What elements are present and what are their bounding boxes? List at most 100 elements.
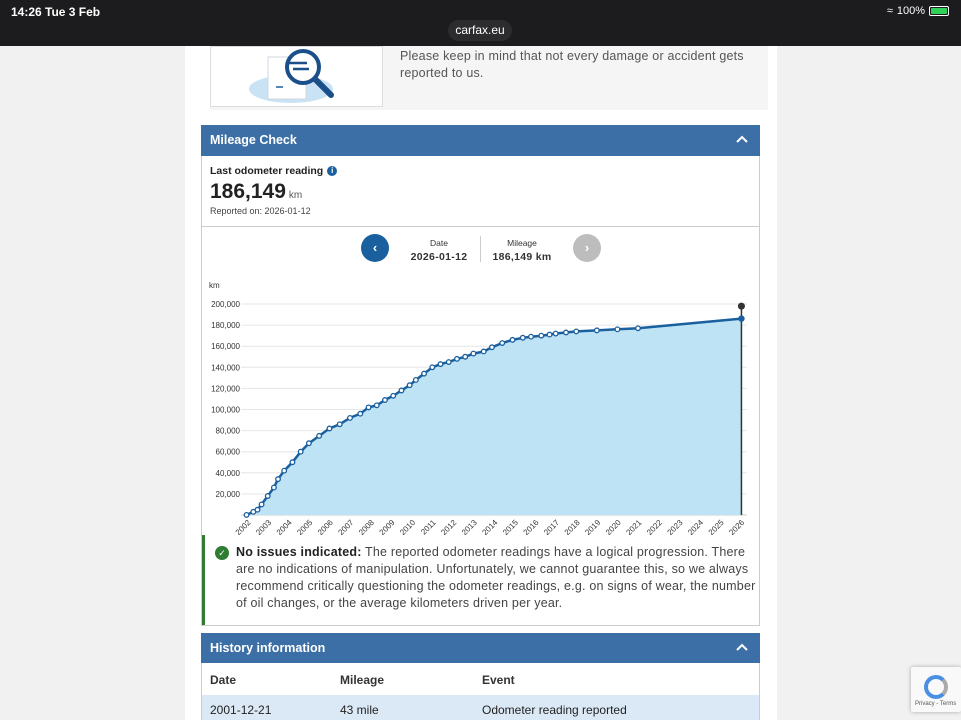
data-point bbox=[357, 410, 364, 417]
data-point bbox=[281, 467, 288, 474]
recaptcha-badge[interactable]: Privacy - Terms bbox=[911, 667, 961, 712]
data-point bbox=[445, 359, 452, 365]
y-tick-label: 160,000 bbox=[211, 342, 240, 351]
row-mileage: 43 mile bbox=[340, 703, 379, 717]
data-point bbox=[382, 397, 388, 403]
mileage-check-panel: Last odometer reading i 186,149 km Reporte… bbox=[201, 156, 760, 626]
column-header-mileage[interactable]: Mileage bbox=[340, 673, 385, 687]
odometer-number: 186,149 bbox=[210, 180, 286, 203]
data-point bbox=[390, 392, 397, 399]
next-reading-button[interactable]: › bbox=[573, 234, 601, 262]
y-tick-label: 120,000 bbox=[211, 384, 240, 393]
data-point bbox=[546, 331, 553, 338]
y-tick-label: 180,000 bbox=[211, 321, 240, 330]
status-time: 14:26 bbox=[11, 5, 42, 19]
row-date: 2001-12-21 bbox=[210, 703, 272, 717]
data-point bbox=[509, 336, 516, 343]
mileage-area bbox=[246, 318, 742, 515]
data-point bbox=[573, 328, 580, 335]
selected-date-label: Date bbox=[430, 238, 448, 248]
y-tick-label: 60,000 bbox=[216, 448, 241, 457]
selected-mileage-value: 186,149 km bbox=[492, 251, 552, 263]
data-point bbox=[593, 327, 600, 334]
reported-on: Reported on: 2026-01-12 bbox=[210, 206, 311, 216]
table-row bbox=[202, 695, 759, 720]
notice-title: No issues indicated: bbox=[236, 545, 362, 559]
chevron-up-icon[interactable] bbox=[736, 642, 748, 654]
recaptcha-logo-icon bbox=[924, 675, 948, 699]
data-point bbox=[264, 493, 271, 499]
y-tick-label: 100,000 bbox=[211, 406, 240, 415]
data-point bbox=[538, 332, 545, 339]
data-point bbox=[528, 333, 534, 340]
data-point bbox=[254, 506, 261, 513]
data-point bbox=[373, 402, 380, 409]
chevron-left-icon: ‹ bbox=[372, 240, 378, 255]
magnifier-illustration-icon bbox=[210, 46, 383, 107]
data-point bbox=[412, 377, 419, 383]
check-circle-icon: ✓ bbox=[215, 546, 229, 560]
selected-mileage-label: Mileage bbox=[507, 238, 537, 248]
y-axis-unit: km bbox=[209, 281, 220, 290]
data-point bbox=[243, 511, 250, 518]
data-point bbox=[326, 425, 333, 432]
data-point bbox=[421, 370, 428, 377]
chevron-up-icon[interactable] bbox=[736, 134, 748, 146]
data-point bbox=[488, 344, 495, 351]
x-tick-label: 2011 bbox=[419, 518, 438, 537]
data-point bbox=[289, 459, 296, 466]
data-point bbox=[316, 432, 323, 439]
last-odometer-value: 186,149 km bbox=[210, 180, 302, 204]
data-point bbox=[480, 348, 487, 355]
selector-separator bbox=[480, 236, 481, 262]
column-header-event[interactable]: Event bbox=[482, 673, 515, 687]
damage-intro: Please keep in mind that not every damag… bbox=[210, 46, 768, 110]
mileage-check-header[interactable]: Mileage Check bbox=[201, 125, 760, 156]
data-point bbox=[437, 361, 444, 368]
data-point bbox=[614, 326, 621, 333]
data-point bbox=[305, 440, 312, 447]
row-event: Odometer reading reported bbox=[482, 703, 627, 717]
data-point bbox=[563, 329, 569, 336]
wifi-icon: ≈ bbox=[886, 5, 893, 17]
browser-top-bar: 14:26 Tue 3 Feb carfax.eu ≈ 100% bbox=[0, 0, 961, 46]
history-information-header[interactable]: History information bbox=[201, 633, 760, 664]
column-header-date[interactable]: Date bbox=[210, 673, 237, 687]
info-icon[interactable]: i bbox=[327, 166, 338, 177]
data-point bbox=[297, 448, 304, 455]
history-table: Date Mileage Event 2001-12-21 43 mile Od… bbox=[201, 663, 760, 720]
selection-marker-head bbox=[737, 302, 745, 310]
notice-body: The reported odometer readings have a lo… bbox=[236, 545, 756, 610]
data-point bbox=[499, 340, 506, 346]
last-odometer-label: Last odometer reading i bbox=[210, 165, 338, 177]
selected-mileage: Mileage 186,149 km bbox=[491, 238, 553, 263]
data-point bbox=[552, 330, 559, 337]
selected-data-point bbox=[738, 315, 745, 322]
data-point bbox=[406, 382, 413, 389]
notice-text: No issues indicated: The reported odomet… bbox=[236, 544, 756, 612]
selected-date-value: 2026-01-12 bbox=[410, 251, 468, 263]
report-page: Please keep in mind that not every damag… bbox=[185, 46, 777, 720]
data-point bbox=[454, 355, 460, 362]
status-date: Tue 3 Feb bbox=[45, 5, 101, 19]
data-point bbox=[470, 350, 477, 357]
data-point bbox=[398, 387, 405, 394]
mileage-chart[interactable]: km 20,000 40,000 60,000 80,000 100,000 120,000… bbox=[202, 262, 759, 538]
battery-icon bbox=[929, 6, 949, 16]
data-point bbox=[275, 476, 281, 483]
recaptcha-terms[interactable]: Privacy - Terms bbox=[915, 701, 957, 707]
previous-reading-button[interactable]: ‹ bbox=[361, 234, 389, 262]
data-point bbox=[519, 334, 526, 341]
selected-date: Date 2026-01-12 bbox=[407, 238, 471, 263]
y-tick-label: 200,000 bbox=[211, 300, 240, 309]
mileage-check-title: Mileage Check bbox=[210, 133, 297, 147]
data-point bbox=[347, 414, 353, 421]
y-tick-label: 140,000 bbox=[211, 363, 240, 372]
address-bar[interactable]: carfax.eu bbox=[448, 20, 512, 41]
data-point bbox=[258, 501, 265, 508]
data-point bbox=[336, 421, 343, 428]
divider bbox=[202, 226, 759, 227]
damage-disclaimer: Please keep in mind that not every damag… bbox=[400, 49, 744, 80]
last-odometer-label-text: Last odometer reading bbox=[210, 165, 324, 177]
data-point bbox=[270, 484, 277, 491]
